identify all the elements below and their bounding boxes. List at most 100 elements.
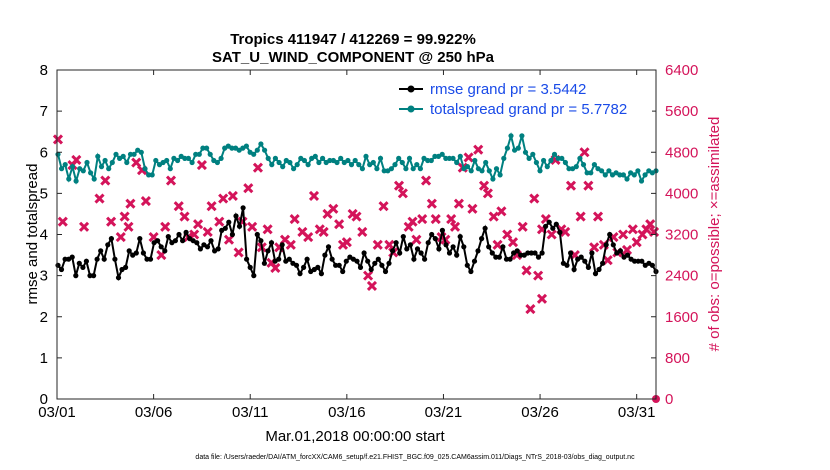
rmse-point: [535, 254, 542, 260]
spread-point: [196, 151, 202, 157]
rmse-point: [108, 236, 114, 242]
rmse-point: [475, 248, 481, 254]
spread-point: [410, 166, 416, 172]
rmse-point: [69, 254, 75, 260]
rmse-point: [368, 266, 374, 273]
rmse-point: [279, 242, 285, 248]
rmse-point: [546, 219, 552, 225]
rmse-point: [578, 254, 584, 260]
obs-assimilated-marker: [71, 154, 82, 166]
spread-point: [381, 168, 387, 174]
obs-assimilated-marker: [351, 211, 362, 222]
rmse-point: [397, 250, 403, 256]
spread-point: [109, 159, 115, 166]
rmse-point: [624, 252, 631, 258]
rmse-point: [390, 248, 396, 254]
obs-assimilated-marker: [533, 270, 544, 281]
y-tick-label: 2: [40, 309, 48, 326]
spread-point: [504, 145, 510, 151]
spread-point: [432, 153, 438, 159]
obs-assimilated-marker: [78, 221, 90, 232]
spread-point: [69, 164, 76, 170]
spread-point: [142, 166, 148, 172]
rmse-point: [137, 236, 143, 242]
spread-point: [396, 155, 402, 161]
chart-subtitle: SAT_U_WIND_COMPONENT @ 250 hPa: [212, 49, 495, 66]
obs-assimilated-marker: [227, 190, 238, 202]
obs-assimilated-marker: [449, 221, 461, 232]
obs-assimilated-marker: [243, 183, 254, 194]
rmse-point: [222, 225, 228, 231]
y-tick-label: 6: [40, 144, 48, 161]
rmse-point: [318, 271, 324, 277]
rmse-point: [617, 248, 624, 254]
spread-point: [359, 166, 365, 172]
spread-point: [153, 157, 159, 164]
x-axis: 03/01 03/06 03/11 03/16 03/21 03/26 03/31: [38, 70, 655, 421]
obs-assimilated-marker: [173, 201, 184, 212]
rmse-point: [244, 256, 250, 262]
spread-point: [624, 176, 630, 182]
rmse-point: [162, 248, 168, 254]
rmse-point: [240, 205, 246, 211]
obs-assimilated-marker: [478, 180, 490, 191]
spread-point: [479, 168, 485, 174]
rmse-point: [543, 223, 549, 229]
spread-point: [580, 162, 587, 168]
rmse-point: [80, 264, 86, 270]
rmse-point: [486, 244, 492, 250]
rmse-point: [73, 273, 79, 279]
rmse-point: [247, 264, 253, 270]
spread-point: [320, 155, 326, 161]
obs-assimilated-marker: [492, 239, 503, 250]
spread-point: [287, 159, 293, 166]
obs-assimilated-marker: [119, 211, 130, 222]
spread-point: [443, 155, 449, 161]
spread-point: [334, 159, 340, 166]
obs-assimilated-marker: [446, 214, 457, 225]
rmse-point: [443, 242, 449, 248]
spread-point: [73, 178, 79, 184]
rmse-point: [268, 240, 275, 246]
rmse-point: [336, 262, 342, 268]
spread-point: [555, 155, 561, 161]
rmse-point: [375, 256, 381, 262]
spread-point: [406, 155, 413, 161]
rmse-point: [518, 252, 524, 258]
spread-point: [164, 157, 170, 164]
obs-assimilated-marker: [521, 265, 532, 276]
obs-assimilated-marker: [453, 198, 464, 209]
obs-assimilated-marker: [363, 270, 374, 281]
obs-assimilated-marker: [546, 229, 557, 240]
spread-point: [185, 155, 191, 161]
rmse-point: [411, 256, 417, 262]
rmse-point: [400, 234, 406, 240]
x-tick-label: 03/06: [135, 404, 173, 421]
y-axis-right-label: # of obs: o=possible; ×=assimilated: [706, 117, 723, 352]
rmse-point: [58, 266, 65, 273]
rmse-point: [528, 250, 535, 256]
spread-point: [551, 151, 558, 157]
spread-point: [468, 168, 474, 174]
y-right-tick-label: 3200: [665, 227, 698, 244]
obs-assimilated-marker: [583, 180, 594, 191]
rmse-point: [343, 258, 349, 264]
rmse-series: [55, 205, 659, 282]
rmse-point: [315, 264, 321, 270]
y-right-tick-label: 2400: [665, 268, 698, 285]
rmse-point: [365, 258, 371, 264]
obs-assimilated-marker: [645, 219, 656, 230]
obs-assimilated-marker: [393, 180, 405, 191]
obs-assimilated-marker: [202, 226, 213, 237]
legend-spread-label: totalspread grand pr = 5.7782: [430, 101, 627, 118]
spread-point: [417, 166, 423, 172]
y-tick-label: 1: [40, 350, 48, 367]
obs-assimilated-marker: [384, 239, 395, 250]
rmse-point: [197, 246, 203, 252]
spread-point: [548, 157, 554, 164]
spread-point: [189, 159, 195, 166]
spread-point: [193, 151, 199, 157]
rmse-point: [429, 231, 435, 238]
spread-point: [501, 155, 507, 161]
